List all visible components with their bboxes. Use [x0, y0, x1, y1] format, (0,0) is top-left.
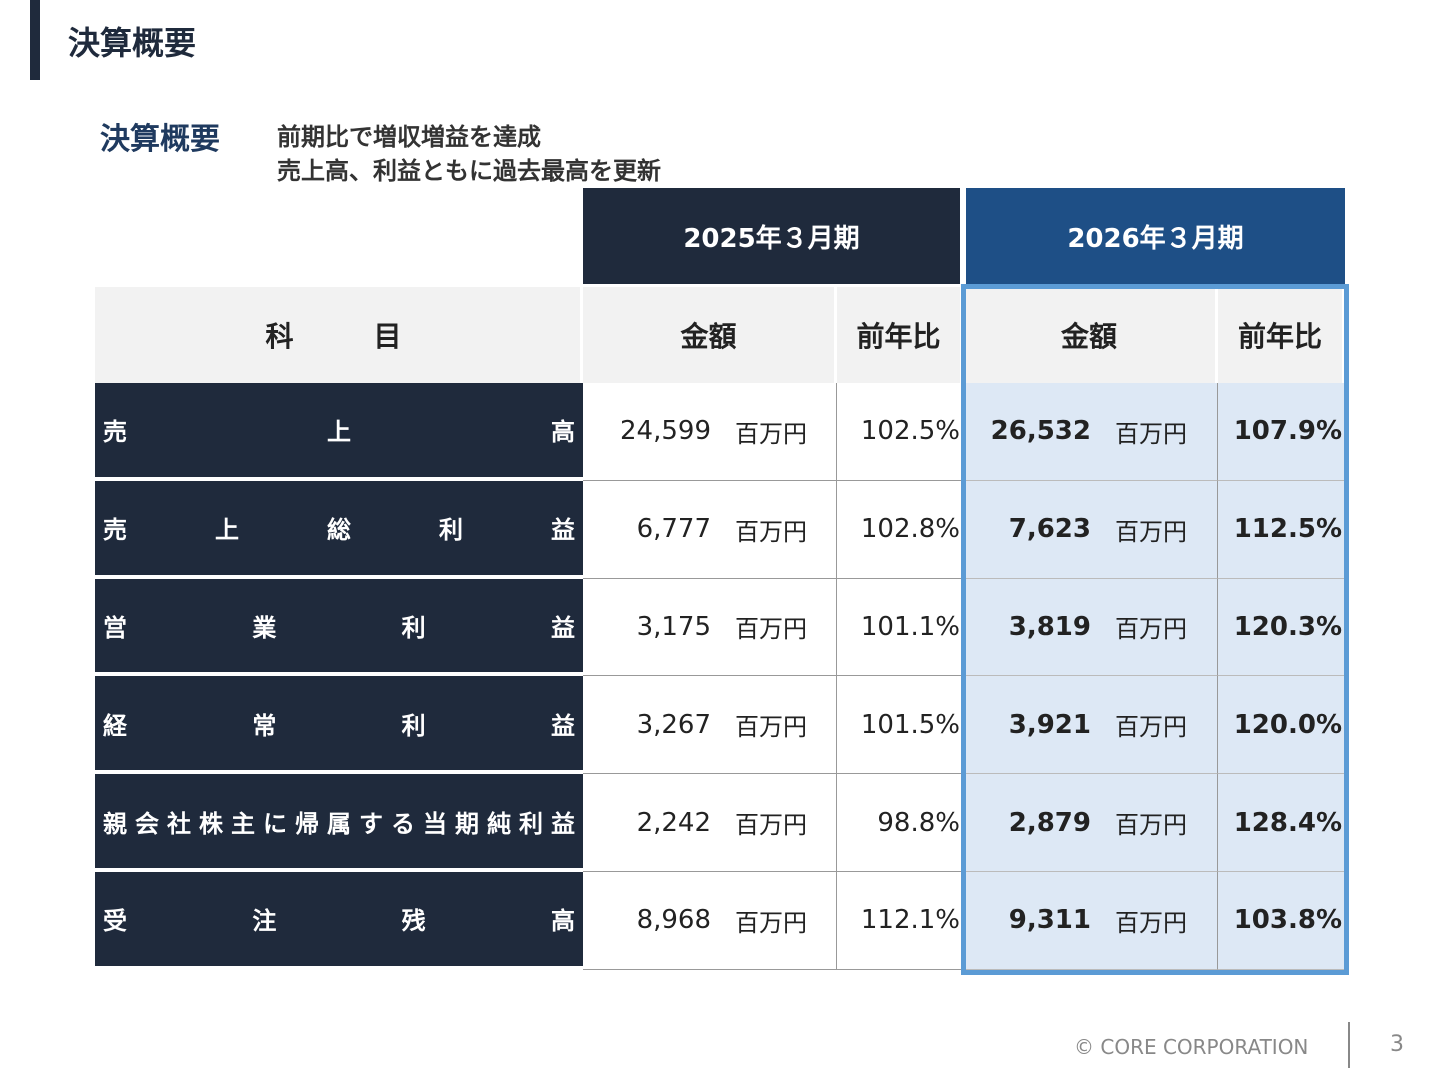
ratio: 120.3% — [1218, 578, 1345, 677]
row-label-text: 受注残高 — [103, 907, 575, 936]
row-label: 経常利益 — [95, 676, 583, 775]
row-label: 売上高 — [95, 383, 583, 481]
column-header: 前年比 — [1218, 287, 1345, 383]
copyright: © CORE CORPORATION — [1074, 1035, 1309, 1059]
row-label-text: 経常利益 — [103, 711, 575, 740]
unit: 百万円 — [1115, 615, 1187, 644]
amount: 8,968 — [636, 905, 711, 936]
amount-cell: 2,242 百万円 — [583, 774, 837, 872]
ratio: 112.5% — [1218, 480, 1345, 579]
row-label-text: 営業利益 — [103, 613, 575, 642]
page-title: 決算概要 — [68, 24, 197, 62]
amount: 3,819 — [1008, 611, 1091, 642]
period-header: 2026年３月期 — [966, 188, 1345, 284]
amount-cell: 6,777 百万円 — [583, 480, 837, 579]
ratio: 107.9% — [1218, 383, 1345, 481]
amount-cell: 3,267 百万円 — [583, 676, 837, 775]
amount-cell: 3,819 百万円 — [963, 578, 1218, 677]
unit: 百万円 — [735, 615, 807, 644]
unit: 百万円 — [1115, 517, 1187, 546]
row-label: 親会社株主に帰属する当期純利益 — [95, 774, 583, 872]
summary-line: 前期比で増収増益を達成 — [277, 123, 541, 151]
amount: 9,311 — [1008, 905, 1091, 936]
amount-cell: 3,921 百万円 — [963, 676, 1218, 775]
unit: 百万円 — [735, 517, 807, 546]
summary-label: 決算概要 — [100, 122, 220, 157]
amount-cell: 8,968 百万円 — [583, 872, 837, 970]
ratio: 103.8% — [1218, 872, 1345, 970]
ratio: 101.1% — [837, 578, 963, 677]
unit: 百万円 — [1115, 811, 1187, 840]
summary-line: 売上高、利益ともに過去最高を更新 — [277, 157, 661, 185]
ratio: 101.5% — [837, 676, 963, 775]
unit: 百万円 — [1115, 713, 1187, 742]
row-label-text: 売上総利益 — [103, 516, 575, 545]
row-label: 売上総利益 — [95, 480, 583, 579]
amount: 2,242 — [636, 807, 711, 838]
amount-cell: 9,311 百万円 — [963, 872, 1218, 970]
unit: 百万円 — [735, 811, 807, 840]
unit: 百万円 — [1115, 908, 1187, 937]
amount: 3,175 — [636, 611, 711, 642]
ratio: 102.8% — [837, 480, 963, 579]
amount-cell: 3,175 百万円 — [583, 578, 837, 677]
highlight-frame — [961, 284, 1349, 975]
page-number: 3 — [1390, 1032, 1404, 1057]
amount: 2,879 — [1008, 807, 1091, 838]
amount-cell: 2,879 百万円 — [963, 774, 1218, 872]
accent-bar — [30, 0, 40, 80]
column-header: 科 目 — [95, 287, 583, 383]
period-header: 2025年３月期 — [583, 188, 963, 284]
row-label-text: 売上高 — [103, 418, 575, 447]
amount: 26,532 — [990, 416, 1091, 447]
amount: 7,623 — [1008, 514, 1091, 545]
ratio: 98.8% — [837, 774, 963, 872]
amount-cell: 24,599 百万円 — [583, 383, 837, 481]
column-header: 前年比 — [837, 287, 963, 383]
amount-cell: 26,532 百万円 — [963, 383, 1218, 481]
row-label: 受注残高 — [95, 872, 583, 970]
column-header: 金額 — [583, 287, 837, 383]
amount: 3,267 — [636, 709, 711, 740]
amount: 24,599 — [620, 416, 711, 447]
row-label: 営業利益 — [95, 578, 583, 677]
divider — [1348, 1022, 1350, 1068]
amount: 3,921 — [1008, 709, 1091, 740]
amount: 6,777 — [636, 514, 711, 545]
ratio: 128.4% — [1218, 774, 1345, 872]
unit: 百万円 — [735, 908, 807, 937]
row-label-text: 親会社株主に帰属する当期純利益 — [103, 809, 575, 838]
ratio: 102.5% — [837, 383, 963, 481]
amount-cell: 7,623 百万円 — [963, 480, 1218, 579]
unit: 百万円 — [1115, 419, 1187, 448]
unit: 百万円 — [735, 713, 807, 742]
unit: 百万円 — [735, 419, 807, 448]
ratio: 112.1% — [837, 872, 963, 970]
column-header: 金額 — [963, 287, 1218, 383]
